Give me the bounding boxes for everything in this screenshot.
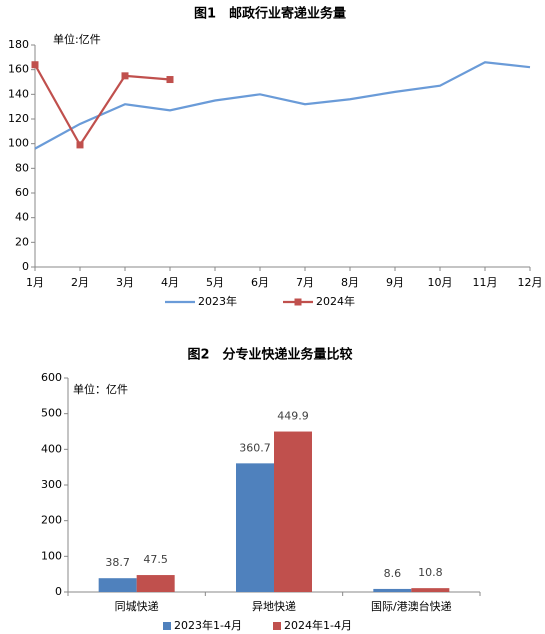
value-label: 47.5 <box>143 553 168 566</box>
y-tick-label: 40 <box>15 211 29 224</box>
legend-marker <box>294 298 302 306</box>
unit-label: 单位：亿件 <box>73 382 128 396</box>
chart-title: 图2 分专业快递业务量比较 <box>187 347 352 363</box>
y-tick-label: 100 <box>8 137 29 150</box>
bar <box>373 588 412 592</box>
x-tick-label: 3月 <box>116 276 134 289</box>
y-tick-label: 0 <box>55 585 62 598</box>
unit-label: 单位:亿件 <box>53 32 101 46</box>
y-tick-label: 180 <box>8 38 29 51</box>
legend-label: 2024年1-4月 <box>284 618 352 632</box>
x-tick-label: 10月 <box>428 276 453 289</box>
series-line <box>34 64 171 148</box>
y-tick-label: 140 <box>8 87 29 100</box>
y-tick-label: 100 <box>41 549 62 562</box>
y-tick-label: 160 <box>8 63 29 76</box>
bar <box>274 431 312 592</box>
y-tick-label: 80 <box>15 161 29 174</box>
value-label: 360.7 <box>239 441 271 454</box>
x-tick-label: 6月 <box>251 276 269 289</box>
y-tick-label: 500 <box>41 407 62 420</box>
x-tick-label: 1月 <box>26 276 44 289</box>
legend-label: 2023年1-4月 <box>174 618 242 632</box>
x-tick-label: 4月 <box>161 276 179 289</box>
y-tick-label: 300 <box>41 478 62 491</box>
x-tick-label: 同城快递 <box>115 599 159 613</box>
y-tick-label: 0 <box>22 260 29 273</box>
x-tick-label: 7月 <box>296 276 314 289</box>
marker <box>76 141 84 149</box>
marker <box>166 76 174 84</box>
x-tick-label: 9月 <box>386 276 404 289</box>
chart-title: 图1 邮政行业寄递业务量 <box>194 6 346 22</box>
bar <box>136 575 175 592</box>
x-tick-label: 5月 <box>206 276 224 289</box>
series-line <box>34 61 531 150</box>
legend-label: 2024年 <box>316 294 355 308</box>
value-label: 38.7 <box>105 556 130 569</box>
value-label: 449.9 <box>277 410 309 423</box>
value-label: 8.6 <box>384 567 402 580</box>
marker <box>121 72 129 80</box>
bar <box>236 463 274 592</box>
y-tick-label: 120 <box>8 112 29 125</box>
y-tick-label: 20 <box>15 235 29 248</box>
x-tick-label: 国际/港澳台快递 <box>371 599 452 613</box>
bar <box>98 578 137 592</box>
value-label: 10.8 <box>418 566 443 579</box>
bar <box>411 588 450 592</box>
x-tick-label: 11月 <box>473 276 498 289</box>
y-tick-label: 600 <box>41 371 62 384</box>
legend-label: 2023年 <box>198 294 237 308</box>
legend-swatch <box>273 622 281 630</box>
y-tick-label: 200 <box>41 514 62 527</box>
y-tick-label: 60 <box>15 186 29 199</box>
x-tick-label: 异地快递 <box>252 599 296 613</box>
marker <box>31 61 39 69</box>
x-tick-label: 8月 <box>341 276 359 289</box>
x-tick-label: 2月 <box>71 276 89 289</box>
x-tick-label: 12月 <box>518 276 543 289</box>
legend-swatch <box>163 622 171 630</box>
y-tick-label: 400 <box>41 442 62 455</box>
